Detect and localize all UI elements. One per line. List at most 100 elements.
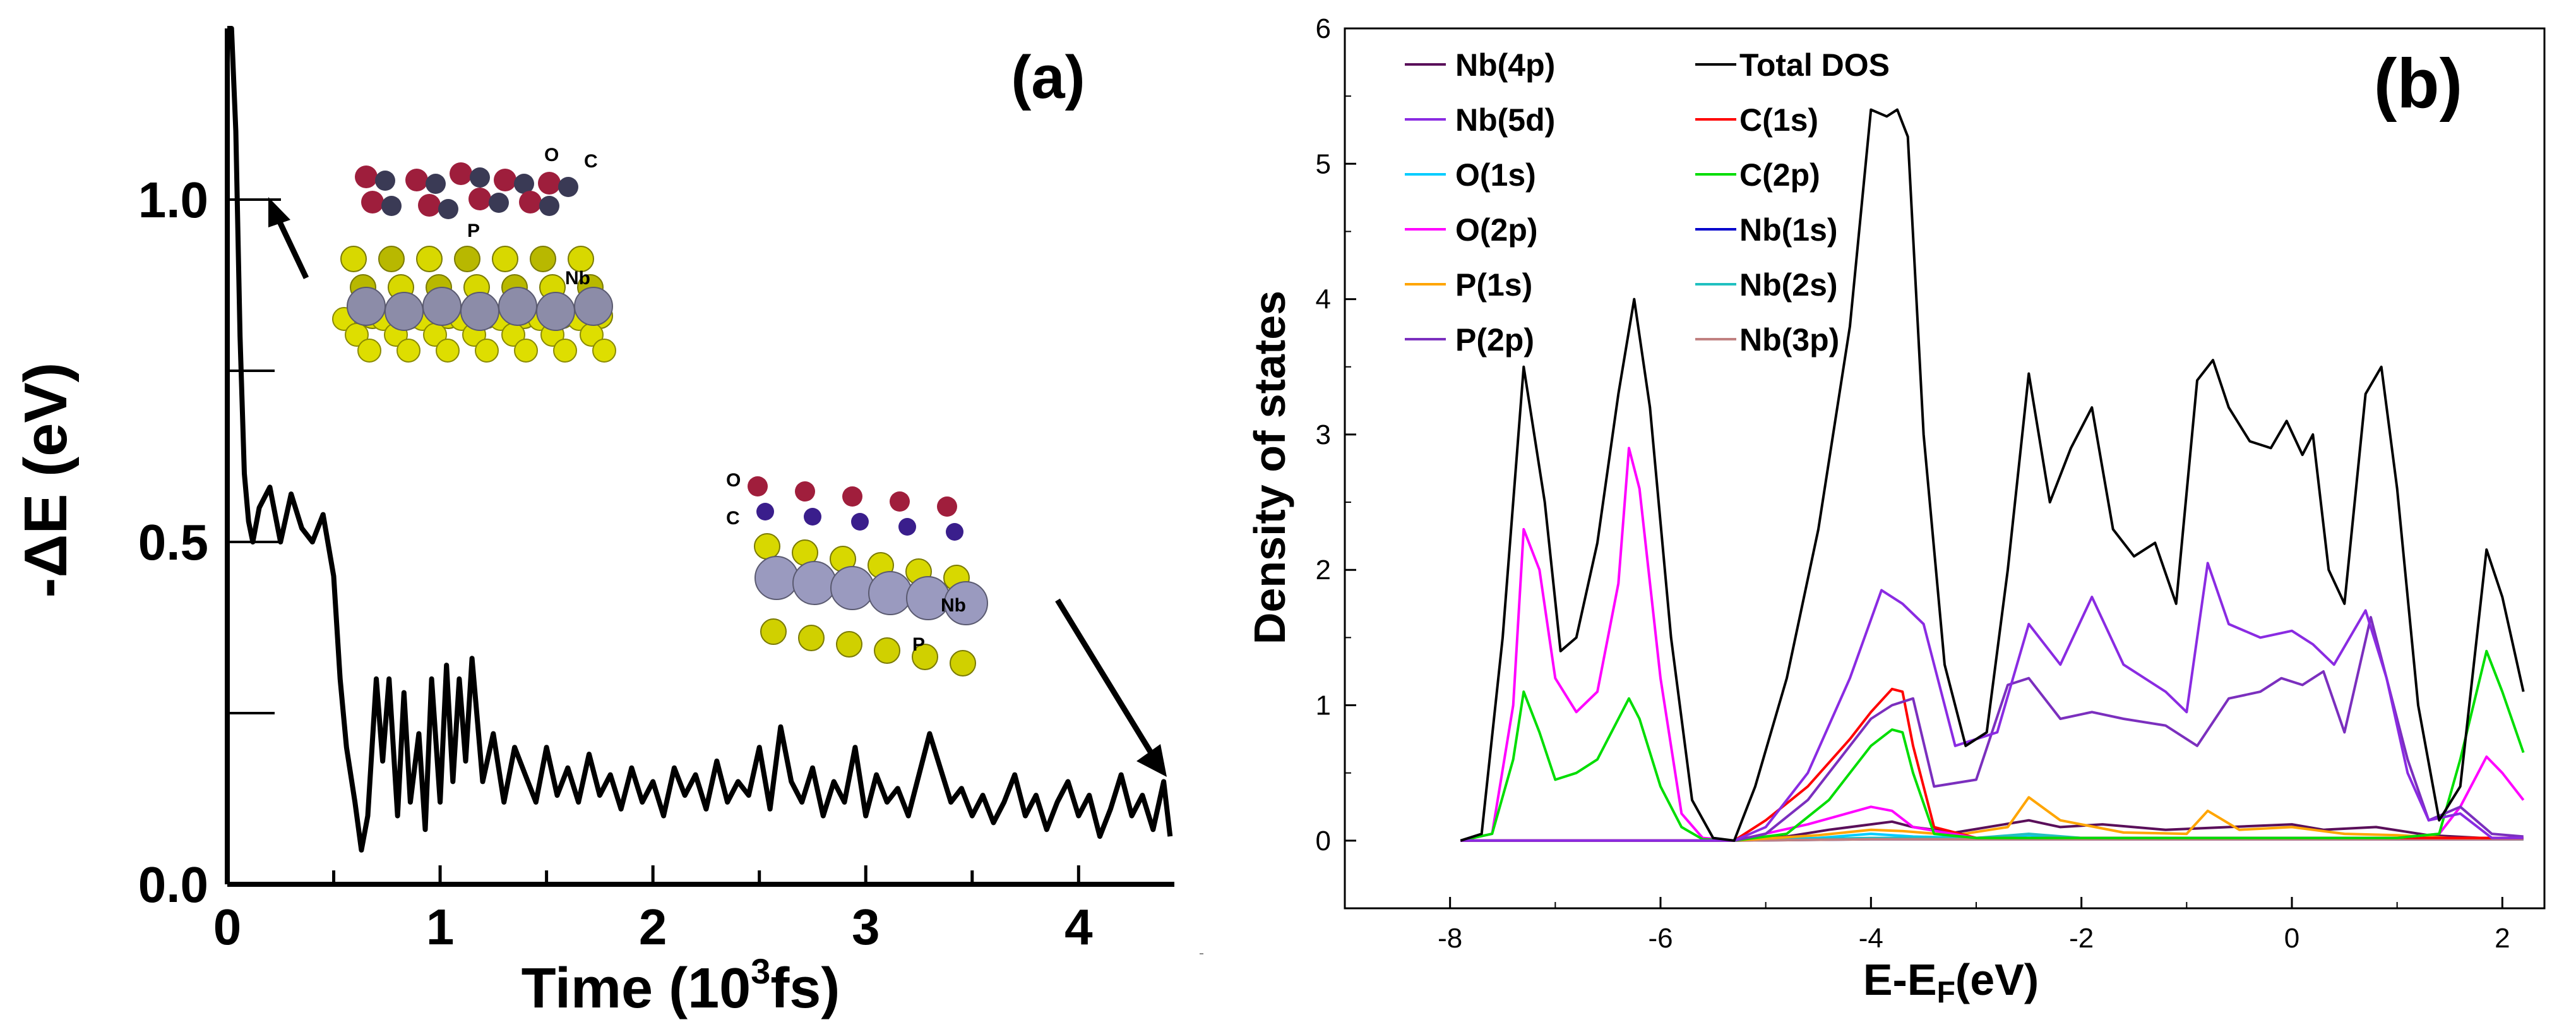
- legend-label: Nb(1s): [1739, 212, 1838, 248]
- phosphorus-atom: [754, 533, 780, 560]
- panel-a-label: (a): [1011, 44, 1085, 111]
- panel-b-y-axis-label: Density of states: [1245, 291, 1294, 644]
- niobium-atom: [347, 287, 386, 326]
- panel-a-x-tick-label: 4: [1064, 899, 1093, 955]
- phosphorus-atom: [760, 618, 787, 645]
- atom-label-nb-2: Nb: [941, 595, 966, 616]
- legend-label: Nb(2s): [1739, 267, 1838, 303]
- phosphorus-atom: [416, 246, 443, 272]
- panel-b-y-tick-label: 2: [1316, 555, 1331, 586]
- panel-a-x-tick-label: 1: [426, 899, 455, 955]
- niobium-atoms-layer: [347, 287, 613, 331]
- arrow-to-final-state: [1055, 598, 1167, 777]
- legend-label: C(1s): [1739, 102, 1818, 138]
- oxygen-atom: [937, 496, 957, 517]
- panel-b-y-tick-label: 5: [1316, 148, 1331, 179]
- niobium-atom: [868, 571, 912, 615]
- carbon-atom: [804, 508, 821, 526]
- phosphorus-atom: [836, 631, 862, 658]
- co-molecules: [355, 162, 578, 219]
- oxygen-atom: [538, 172, 561, 195]
- atom-label-p-1: P: [467, 220, 480, 241]
- oxygen-atom: [418, 194, 441, 217]
- panel-b-x-tick-label: -2: [2069, 923, 2094, 954]
- oxygen-atom: [450, 162, 472, 185]
- carbon-atom: [558, 177, 578, 197]
- niobium-atom: [830, 566, 874, 610]
- arrow-2-shaft: [1055, 598, 1155, 757]
- phosphorus-atom: [492, 246, 518, 272]
- carbon-atom: [539, 196, 559, 216]
- oxygen-atom: [361, 191, 384, 213]
- panel-a-x-axis-label-end: fs): [770, 957, 840, 1020]
- panel-b-legend: Nb(4p) Nb(5d) O(1s) O(2p) P(1s) P(2p) Total DO…: [1405, 47, 1890, 358]
- carbon-atom: [489, 193, 509, 213]
- niobium-atom: [422, 287, 462, 326]
- oxygen-atom: [795, 481, 815, 502]
- phosphorus-atom: [357, 339, 381, 363]
- series-line-c-2p: [1460, 649, 2525, 842]
- legend-label: Nb(3p): [1739, 322, 1839, 358]
- oxygen-atom: [494, 169, 516, 191]
- oxygen-atom: [842, 486, 862, 507]
- niobium-atom: [498, 287, 537, 326]
- niobium-atoms-layer-2: [754, 556, 988, 625]
- panel-b: -8 -6 -4 -2 0 2 0 1 2 3 4 5 6 (b) E-EF(eV) Density o…: [1245, 13, 2546, 1009]
- phosphorus-atoms-layer-2: [754, 533, 976, 676]
- panel-b-x-tick-label: 2: [2495, 923, 2510, 954]
- panel-a-x-axis-label-sup: 3: [751, 951, 770, 991]
- oxygen-atom: [355, 165, 378, 188]
- carbon-atom: [946, 523, 963, 541]
- panel-a-x-tick-label: 0: [213, 899, 242, 955]
- panel-a-y-tick-label: 0.0: [138, 857, 208, 913]
- phosphorus-atom: [798, 625, 825, 651]
- legend-label: P(2p): [1455, 322, 1534, 358]
- panel-b-x-axis-label-sub: F: [1937, 976, 1955, 1009]
- legend-label: C(2p): [1739, 157, 1820, 193]
- phosphorus-atom: [553, 339, 577, 363]
- oxygen-atom: [890, 491, 910, 512]
- arrow-1-shaft: [275, 217, 309, 279]
- panel-b-y-tick-label: 3: [1316, 419, 1331, 450]
- niobium-atom: [536, 292, 575, 331]
- niobium-atom: [944, 581, 988, 625]
- phosphorus-atom: [397, 339, 420, 363]
- series-line-total-dos: [1460, 108, 2525, 842]
- adsorbate-structure-initial: O C P Nb: [332, 145, 616, 363]
- panel-b-frame: [1344, 27, 2546, 910]
- oxygen-atom: [468, 188, 491, 210]
- atom-label-c-2: C: [726, 508, 740, 529]
- panel-a-y-axis-label: -ΔE (eV): [12, 362, 80, 598]
- carbon-atom: [756, 503, 774, 520]
- atom-label-nb-1: Nb: [565, 268, 590, 289]
- panel-b-y-tick-label: 6: [1316, 13, 1331, 44]
- arrow-to-initial-state: [268, 197, 309, 279]
- phosphorus-atom: [378, 246, 405, 272]
- oxygen-atom: [748, 476, 768, 496]
- panel-b-x-tick-label: -4: [1859, 923, 1883, 954]
- panel-b-x-tick-label: 0: [2284, 923, 2299, 954]
- adsorbate-structure-final: O C Nb P: [726, 470, 988, 676]
- panel-a-x-axis-label: Time (103fs): [522, 951, 840, 1020]
- phosphorus-atom: [514, 339, 538, 363]
- carbon-atom: [898, 518, 916, 536]
- panel-b-x-tick-label: -8: [1438, 923, 1462, 954]
- carbon-atom: [375, 171, 395, 191]
- niobium-atom: [574, 287, 613, 326]
- arrow-2-head: [1136, 744, 1167, 777]
- phosphorus-atom: [454, 246, 480, 272]
- oxygen-atom: [519, 191, 542, 213]
- phosphorus-atom: [475, 339, 499, 363]
- niobium-atom: [754, 556, 799, 600]
- panel-b-x-axis-label-main: E-E: [1863, 955, 1937, 1004]
- panel-b-label: (b): [2374, 45, 2462, 123]
- arrow-1-head: [268, 197, 290, 227]
- legend-label: Total DOS: [1739, 47, 1890, 83]
- carbon-atom: [851, 513, 869, 531]
- oxygen-atom: [405, 169, 428, 191]
- panel-a-series-line: [227, 26, 1173, 853]
- phosphorus-atom: [340, 246, 367, 272]
- panel-b-y-tick-label: 1: [1316, 690, 1331, 721]
- panel-b-ticks: -8 -6 -4 -2 0 2 0 1 2 3 4 5 6: [1316, 13, 2510, 954]
